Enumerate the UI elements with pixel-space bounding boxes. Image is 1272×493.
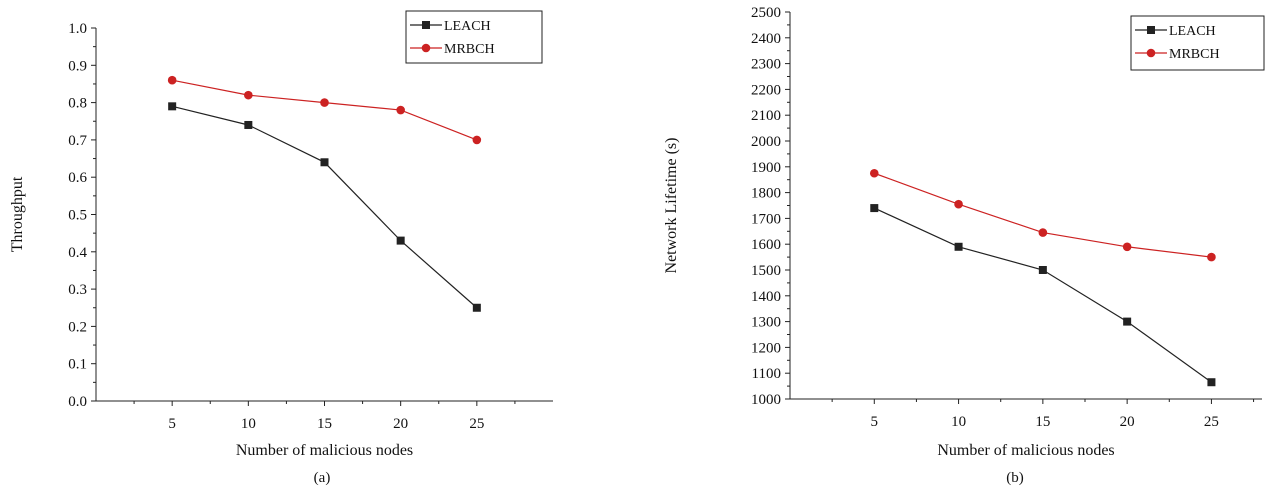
chart-1-legend-label-leach: LEACH [1169,24,1216,39]
chart-0-y-tick-label: 0.1 [68,357,87,373]
chart-1-series-leach-point [1123,317,1132,326]
chart-1-y-tick-label: 2400 [751,31,781,47]
chart-0-legend-label-leach: LEACH [444,19,491,34]
chart-0-series-mrbch-point [472,135,482,145]
chart-1-y-tick-label: 1700 [751,211,781,227]
chart-0-y-tick-label: 0.3 [68,282,87,298]
chart-0-x-axis-label: Number of malicious nodes [236,442,413,459]
chart-1-series-mrbch-point [1122,242,1132,252]
chart-0-y-tick-label: 0.2 [68,319,87,335]
chart-1-x-axis-label: Number of malicious nodes [937,442,1114,459]
chart-a-throughput: 0.0 0.1 0.2 0.3 0.4 0.5 0.6 0.7 0.8 0.9 1.0 5 10 15 20… [9,10,553,486]
chart-0-legend-box [405,10,543,64]
chart-0-series-mrbch-point [320,98,329,107]
chart-1-y-tick-label: 2300 [751,57,781,73]
chart-1-y-tick-label: 1500 [751,263,781,279]
chart-1-y-tick-label: 1200 [751,340,781,356]
chart-0-series-leach-point [244,120,253,129]
chart-1-y-tick-label: 1900 [751,160,781,176]
chart-1-series-mrbch-point [869,168,879,178]
chart-0-series-mrbch-line [172,79,478,141]
chart-0-y-tick-label: 0.0 [68,394,87,410]
chart-0-x-tick-label: 25 [469,416,484,432]
chart-1-caption: (b) [1006,470,1024,486]
chart-1-y-tick-label: 2200 [751,82,781,98]
chart-0-y-tick-label: 0.5 [68,208,87,224]
chart-0-x-tick-label: 15 [317,416,332,432]
chart-1-series-mrbch-line [874,172,1212,258]
chart-0-x-tick-label: 20 [393,416,408,432]
chart-1-y-tick-label: 2100 [751,108,781,124]
chart-1-y-tick-label: 1600 [751,237,781,253]
chart-1-series-leach-point [1038,266,1047,274]
chart-1-series-mrbch-point [1207,252,1216,262]
chart-1-x-tick-label: 20 [1120,414,1135,430]
chart-0-series-leach-line [172,105,478,309]
chart-1-series-leach-point [870,204,879,213]
chart-0-legend-marker-leach [422,21,430,29]
chart-0-series-leach-point [168,102,177,111]
chart-1-x-tick-label: 5 [871,414,879,430]
chart-1-y-tick-label: 1000 [751,392,781,408]
chart-b-network-lifetime: 1000 1100 1200 1300 1400 1500 1600 1700 1800 1900… [663,5,1265,486]
chart-0-y-tick-label: 0.7 [68,133,87,149]
chart-1-series-leach-point [1207,378,1216,387]
chart-1-series-mrbch-point [1038,228,1048,237]
chart-0-legend-label-mrbch: MRBCH [444,42,495,57]
chart-0-series-mrbch-point [167,75,177,85]
chart-0-series-leach-point [320,158,329,167]
chart-0-y-axis-label: Throughput [9,176,26,252]
chart-1-y-tick-label: 1400 [751,289,781,305]
chart-0-y-tick-label: 0.9 [68,58,87,74]
chart-0-y-tick-label: 0.8 [68,96,87,112]
chart-0-series-mrbch-point [396,105,405,115]
chart-1-y-tick-label: 1100 [752,366,781,382]
chart-1-y-axis-label: Network Lifetime (s) [663,138,680,274]
chart-1-legend-box [1130,15,1265,71]
chart-1-series-leach-point [954,242,963,251]
chart-1-x-tick-label: 25 [1204,414,1219,430]
chart-0-x-tick-label: 10 [241,416,256,432]
chart-1-series-mrbch-point [954,199,963,209]
chart-1-x-tick-label: 10 [951,414,966,430]
chart-0-caption: (a) [314,470,331,486]
chart-1-y-tick-label: 1800 [751,186,781,202]
chart-0-legend-marker-mrbch [421,43,431,53]
chart-0-series-leach-point [396,236,405,245]
chart-0-series-mrbch-point [244,90,253,100]
chart-1-y-tick-label: 1300 [751,315,781,331]
chart-1-legend-marker-leach [1147,26,1155,34]
chart-0-y-tick-label: 0.6 [68,170,87,186]
chart-1-y-tick-label: 2000 [751,134,781,150]
chart-1-y-tick-label: 2500 [751,5,781,21]
chart-0-series-leach-point [472,303,481,312]
chart-1-legend-label-mrbch: MRBCH [1169,47,1220,62]
chart-0-y-tick-label: 1.0 [68,21,87,37]
chart-0-x-tick-label: 5 [168,416,176,432]
chart-0-y-tick-label: 0.4 [68,245,87,261]
chart-1-x-tick-label: 15 [1035,414,1050,430]
chart-1-legend-marker-mrbch [1146,48,1156,58]
